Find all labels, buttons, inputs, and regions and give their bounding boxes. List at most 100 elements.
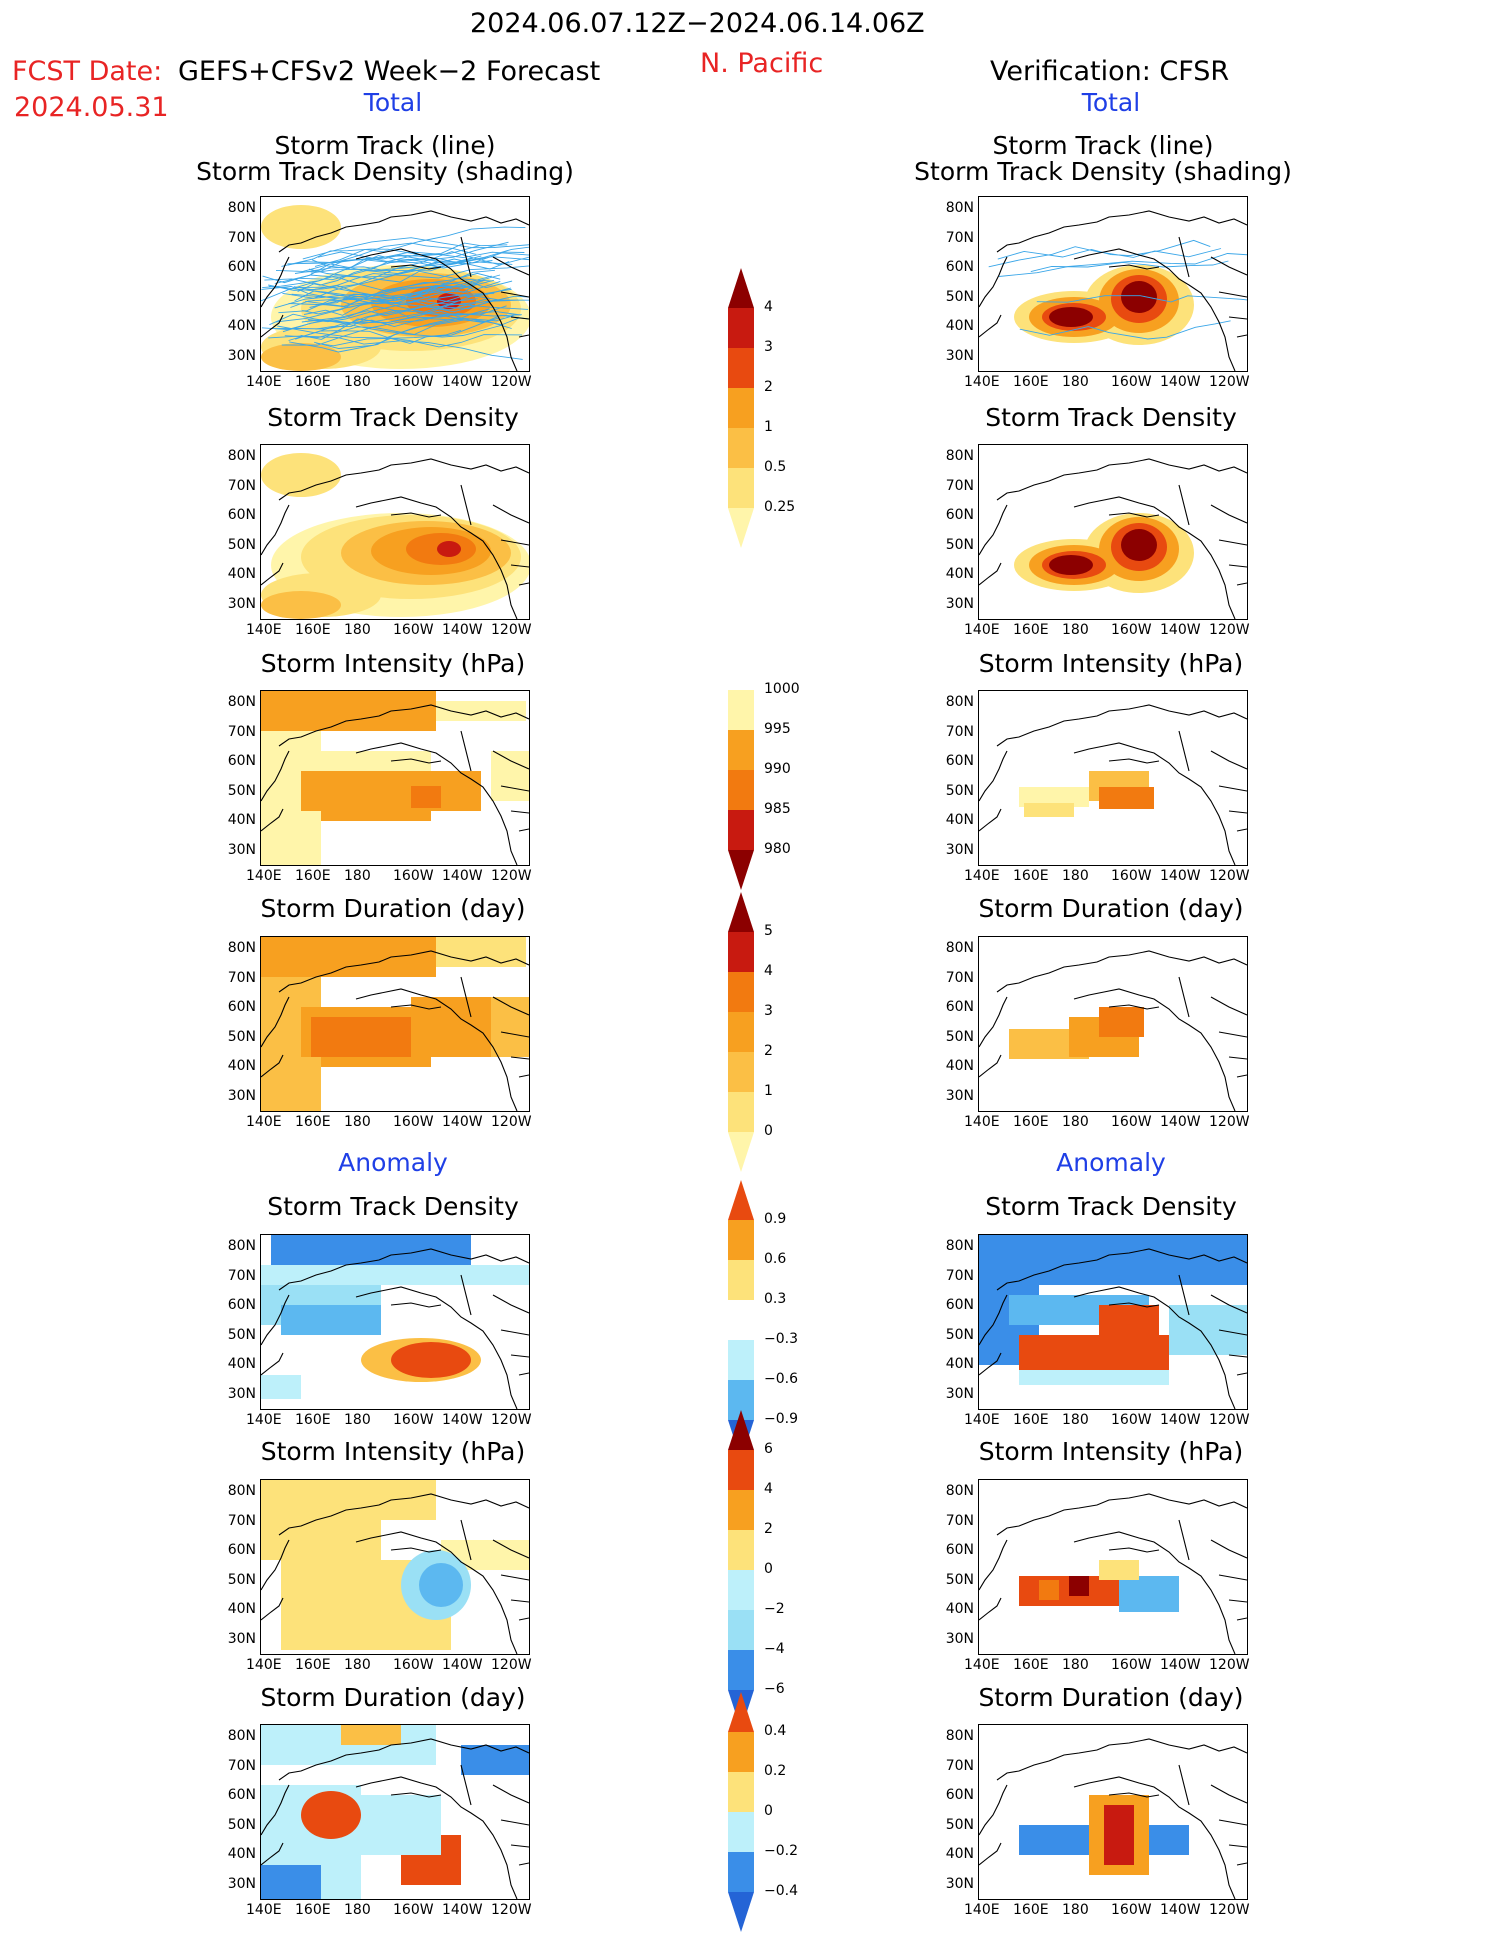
- coastline: [355, 988, 518, 1111]
- coastline: [460, 1764, 472, 1806]
- coastline: [1228, 564, 1247, 568]
- coastline: [492, 1784, 529, 1804]
- lat-tick-label: 70N: [945, 969, 974, 986]
- lat-tick-label: 50N: [227, 1326, 256, 1343]
- lat-tick-label: 60N: [945, 259, 974, 275]
- coastline: [1108, 1004, 1160, 1010]
- map-verification-3: [978, 690, 1248, 866]
- lat-tick-label: 50N: [945, 782, 974, 799]
- shade-cell: [1099, 1007, 1144, 1037]
- colorbar-label: 0.6: [764, 1251, 787, 1267]
- coastline: [510, 564, 529, 568]
- colorbar-label: 0.2: [764, 1763, 787, 1779]
- lon-tick-label: 160W: [1111, 1412, 1152, 1428]
- lat-tick-label: 60N: [945, 1787, 974, 1803]
- colorbar-segment: [728, 1012, 754, 1052]
- coastline: [1218, 1031, 1247, 1038]
- colorbar-segment: [728, 468, 754, 508]
- lat-tick-label: 30N: [945, 841, 974, 858]
- storm-track-line: [268, 251, 473, 291]
- lat-tick-label: 40N: [227, 1846, 256, 1862]
- coastline: [390, 1004, 442, 1010]
- lat-tick-label: 30N: [227, 595, 256, 612]
- shade-cell: [261, 453, 341, 497]
- lat-tick-label: 80N: [227, 1238, 256, 1254]
- shade-cell: [261, 1375, 301, 1399]
- map-forecast-1: [260, 196, 530, 372]
- lat-tick-label: 50N: [945, 1028, 974, 1045]
- coastline: [518, 1617, 529, 1621]
- shade-cell: [261, 1057, 321, 1111]
- colorbar-arrow-bottom: [728, 850, 754, 890]
- shade-cell: [1049, 555, 1093, 575]
- colorbar-label: 0.5: [764, 459, 787, 475]
- title-r5: Storm Track Density: [985, 1192, 1237, 1221]
- coastline: [979, 996, 1008, 1048]
- colorbar-label: −4: [764, 1641, 785, 1657]
- lat-tick-label: 40N: [945, 1601, 974, 1617]
- coastline: [1178, 236, 1190, 278]
- lon-tick-label: 180: [1062, 1114, 1089, 1130]
- lat-tick-label: 30N: [227, 347, 256, 364]
- coastline: [996, 1493, 1247, 1536]
- lat-tick-label: 30N: [227, 1875, 256, 1892]
- shade-cell: [261, 1520, 381, 1560]
- title-r2: Storm Track Density: [985, 403, 1237, 432]
- shade-cell: [281, 1305, 381, 1335]
- lon-tick-label: 160W: [393, 622, 434, 638]
- lon-tick-label: 160W: [1111, 1114, 1152, 1130]
- lat-tick-label: 60N: [945, 1297, 974, 1313]
- lat-tick-label: 60N: [227, 1297, 256, 1313]
- storm-track-line: [282, 288, 512, 333]
- coastline: [261, 750, 290, 802]
- lat-tick-label: 40N: [227, 566, 256, 582]
- lat-tick-label: 80N: [945, 940, 974, 956]
- lat-tick-label: 70N: [227, 1267, 256, 1284]
- lon-tick-label: 120W: [1209, 374, 1250, 390]
- lat-tick-label: 80N: [227, 940, 256, 956]
- lon-tick-label: 180: [344, 868, 371, 884]
- coastline: [261, 256, 290, 308]
- shade-cell: [1099, 1560, 1139, 1580]
- coastline: [1073, 742, 1236, 865]
- shade-cell: [301, 1791, 361, 1839]
- colorbar-segment: [728, 1610, 754, 1650]
- storm-track-line: [1030, 260, 1229, 273]
- coastline: [1218, 291, 1247, 298]
- storm-track-line: [278, 275, 492, 314]
- storm-track-line: [309, 295, 529, 310]
- coastline: [1108, 1792, 1160, 1798]
- map-forecast-5: [260, 1234, 530, 1410]
- coastline: [996, 704, 1247, 747]
- storm-track-line: [997, 239, 1211, 260]
- lat-tick-label: 80N: [945, 1483, 974, 1499]
- lon-tick-label: 120W: [491, 1114, 532, 1130]
- lon-tick-label: 120W: [1209, 1657, 1250, 1673]
- lat-tick-label: 40N: [227, 1058, 256, 1074]
- lon-tick-label: 120W: [1209, 1902, 1250, 1918]
- lat-tick-label: 60N: [227, 259, 256, 275]
- coastline: [979, 1784, 1008, 1836]
- lon-tick-label: 160W: [1111, 1657, 1152, 1673]
- lon-tick-label: 140W: [442, 868, 483, 884]
- lat-tick-label: 60N: [945, 753, 974, 769]
- lon-tick-label: 180: [1062, 1902, 1089, 1918]
- coastline: [390, 512, 442, 518]
- coastline: [1210, 1294, 1247, 1314]
- lat-tick-label: 40N: [945, 1846, 974, 1862]
- coastline: [1218, 785, 1247, 792]
- coastline: [355, 496, 518, 619]
- lat-tick-label: 70N: [945, 229, 974, 246]
- coastline: [979, 562, 1002, 586]
- lat-tick-label: 60N: [227, 753, 256, 769]
- lat-tick-label: 30N: [227, 1385, 256, 1402]
- storm-track-line: [264, 258, 432, 286]
- coastline: [492, 1294, 529, 1314]
- colorbar-label: 985: [764, 801, 791, 817]
- lon-tick-label: 120W: [1209, 868, 1250, 884]
- coastline: [1218, 1819, 1247, 1826]
- coastline: [390, 758, 442, 764]
- colorbar-segment: [728, 1092, 754, 1132]
- storm-track-line: [281, 245, 480, 267]
- colorbar-label: −2: [764, 1601, 785, 1617]
